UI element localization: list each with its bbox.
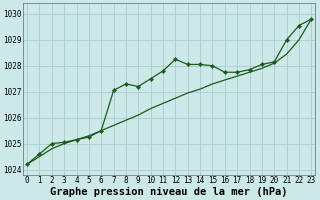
X-axis label: Graphe pression niveau de la mer (hPa): Graphe pression niveau de la mer (hPa) bbox=[51, 186, 288, 197]
